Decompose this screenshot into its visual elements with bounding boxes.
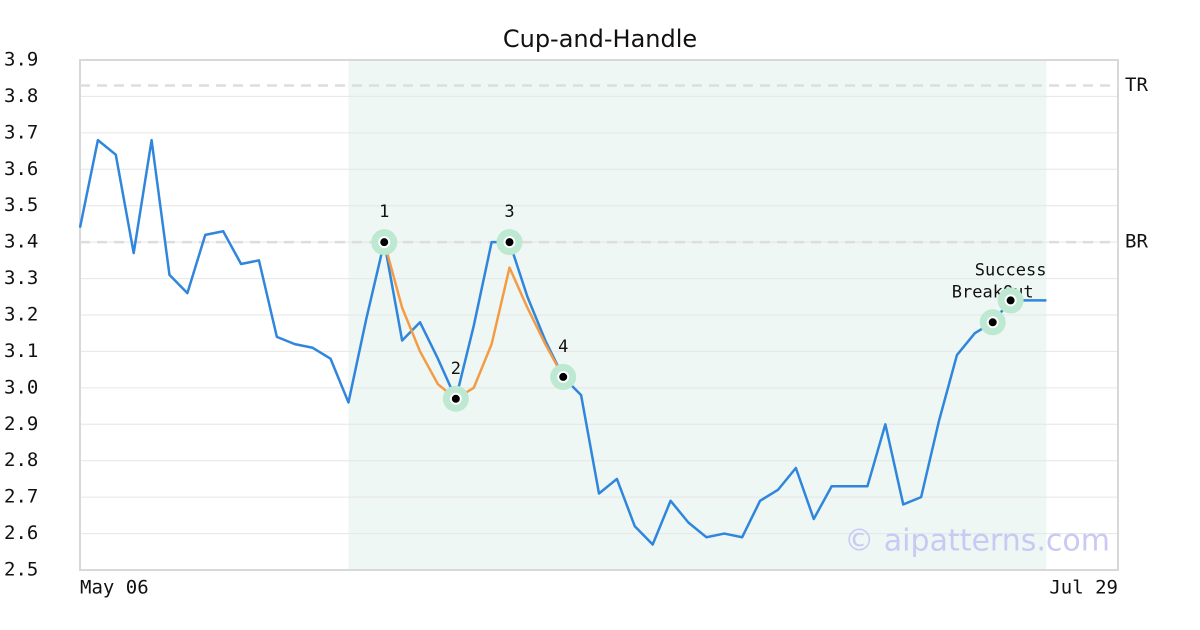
y-tick-label: 3.1 xyxy=(4,340,38,362)
level-label: TR xyxy=(1125,74,1148,96)
pattern-label: 3 xyxy=(504,202,514,222)
y-tick-label: 2.8 xyxy=(4,449,38,471)
pattern-label: Success xyxy=(975,260,1047,280)
y-tick-label: 3.7 xyxy=(4,121,38,143)
pattern-point xyxy=(986,316,999,329)
y-tick-label: 3.2 xyxy=(4,304,38,326)
pattern-point xyxy=(1004,294,1017,307)
y-tick-label: 2.5 xyxy=(4,559,38,581)
pattern-label: 1 xyxy=(379,202,389,222)
pattern-label: 2 xyxy=(451,359,461,379)
y-tick-label: 3.0 xyxy=(4,376,38,398)
x-tick-label: Jul 29 xyxy=(1049,577,1118,599)
y-tick-label: 3.4 xyxy=(4,231,38,253)
y-tick-label: 3.9 xyxy=(4,49,38,71)
level-label: BR xyxy=(1125,231,1148,253)
plot-frame xyxy=(79,59,1119,571)
y-tick-label: 2.6 xyxy=(4,522,38,544)
pattern-point xyxy=(503,236,516,249)
x-tick-label: May 06 xyxy=(80,577,149,599)
pattern-point xyxy=(557,370,570,383)
pattern-point xyxy=(378,236,391,249)
pattern-label: 4 xyxy=(558,337,568,357)
y-tick-label: 3.6 xyxy=(4,158,38,180)
price-line xyxy=(383,241,565,401)
y-tick-label: 3.5 xyxy=(4,194,38,216)
y-tick-label: 2.9 xyxy=(4,413,38,435)
y-tick-label: 3.3 xyxy=(4,267,38,289)
y-tick-label: 2.7 xyxy=(4,486,38,508)
chart-title: Cup-and-Handle xyxy=(503,25,697,53)
watermark: © aipatterns.com xyxy=(844,524,1110,559)
pattern-point xyxy=(449,392,462,405)
y-tick-label: 3.8 xyxy=(4,85,38,107)
